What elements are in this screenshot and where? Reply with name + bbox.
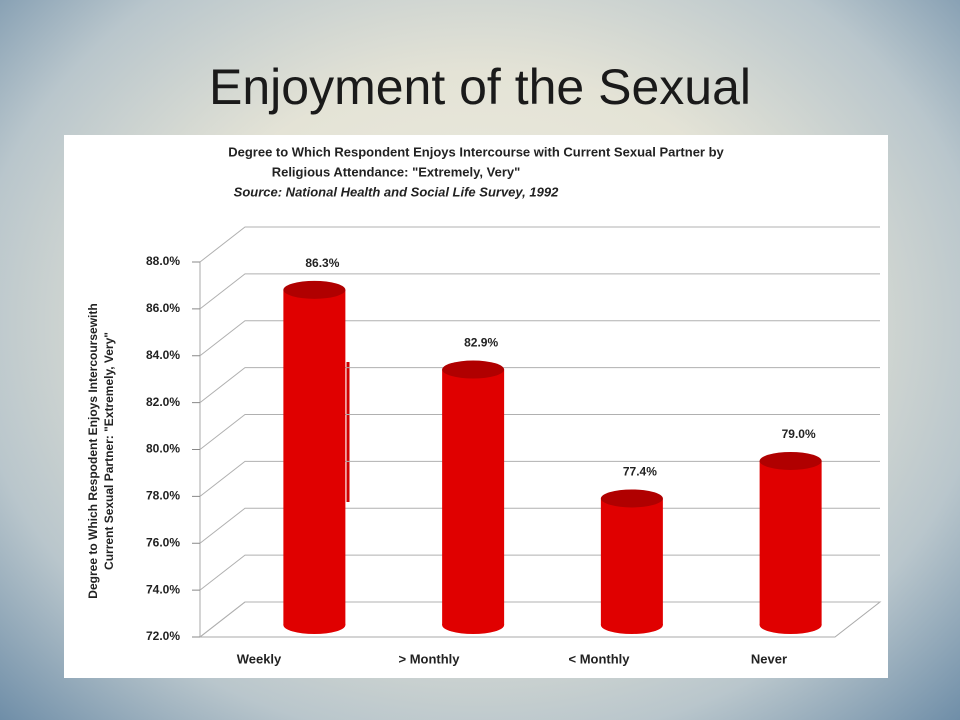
x-tick-label: Never [751, 651, 787, 666]
bar [600, 498, 663, 625]
bar [442, 369, 505, 625]
bar-top [283, 280, 346, 299]
y-axis-label: Current Sexual Partner: "Extremely, Very… [102, 332, 116, 570]
grid-line [199, 226, 880, 263]
y-tick-label: 88.0% [146, 254, 180, 268]
bar-top [600, 489, 663, 508]
x-tick-label: < Monthly [568, 651, 630, 666]
bar-top [759, 451, 822, 470]
chart-subtitle: Religious Attendance: "Extremely, Very" [272, 164, 521, 179]
y-tick-label: 72.0% [146, 629, 180, 643]
chart: Degree to Which Respondent Enjoys Interc… [64, 135, 888, 678]
value-label: 82.9% [464, 336, 498, 350]
y-tick-label: 84.0% [146, 348, 180, 362]
grid-line [199, 414, 880, 450]
x-tick-label: > Monthly [398, 651, 460, 666]
x-tick-label: Weekly [237, 651, 282, 666]
value-label: 86.3% [305, 256, 339, 270]
bar-top [442, 360, 505, 379]
bar [759, 460, 822, 625]
grid-line [199, 601, 880, 638]
value-label: 79.0% [782, 427, 816, 441]
grid-line [199, 367, 880, 404]
grid-line [199, 507, 880, 544]
chart-title: Degree to Which Respondent Enjoys Interc… [228, 144, 724, 159]
y-tick-label: 82.0% [146, 395, 180, 409]
grid-line [199, 460, 880, 497]
y-tick-label: 74.0% [146, 582, 180, 596]
y-tick-label: 86.0% [146, 301, 180, 315]
y-axis-label: Degree to Which Respodent Enjoys Interco… [86, 303, 100, 598]
value-label: 77.4% [623, 465, 657, 479]
bar [283, 289, 346, 625]
grid-line [199, 273, 880, 310]
grid-line [199, 320, 880, 357]
y-tick-label: 78.0% [146, 489, 180, 503]
y-tick-label: 80.0% [146, 442, 180, 456]
slide-title: Enjoyment of the Sexual [209, 59, 751, 115]
grid-line [199, 554, 880, 591]
chart-source: Source: National Health and Social Life … [234, 184, 559, 199]
y-tick-label: 76.0% [146, 535, 180, 549]
